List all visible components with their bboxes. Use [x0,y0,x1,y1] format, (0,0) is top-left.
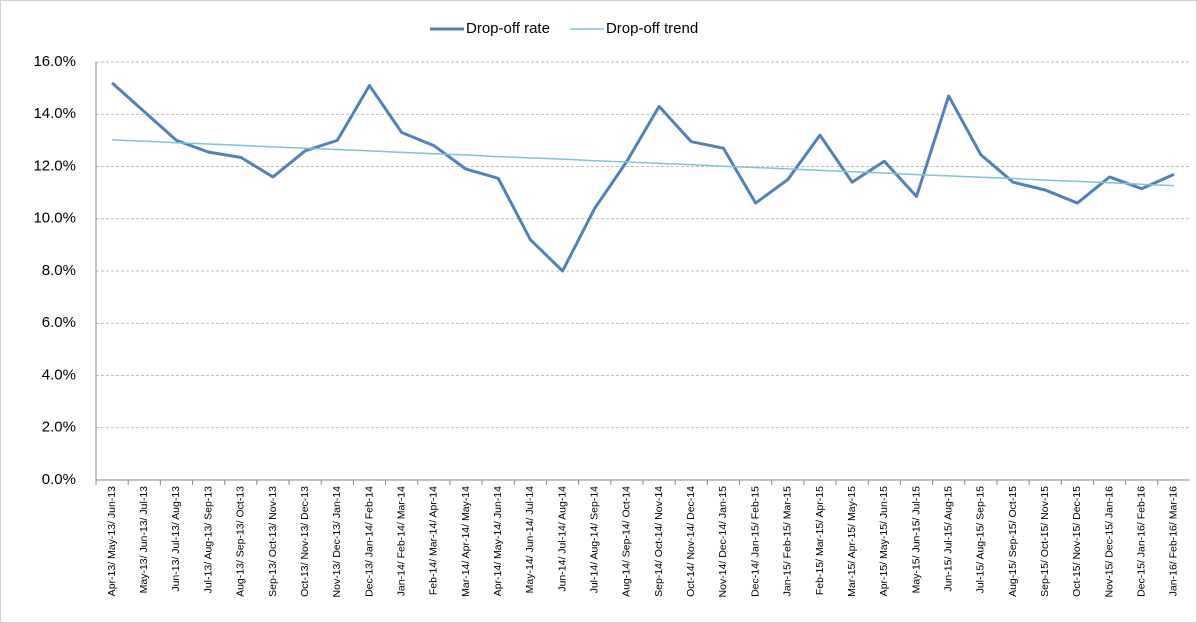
y-tick-label: 12.0% [33,157,76,174]
x-tick-label: Jan-14/ Feb-14/ Mar-14 [395,486,407,596]
y-tick-label: 16.0% [33,53,76,70]
x-tick-label: Dec-14/ Jan-15/ Feb-15 [749,486,761,597]
x-tick-label: May-13/ Jun-13/ Jul-13 [138,486,150,594]
x-tick-label: Feb-15/ Mar-15/ Apr-15 [814,486,826,595]
x-tick-label: Dec-15/ Jan-16/ Feb-16 [1136,486,1148,597]
legend: Drop-off rate Drop-off trend [430,20,698,37]
x-tick-label: Sep-15/ Oct-15/ Nov-15 [1039,486,1051,597]
series-line [112,139,1174,187]
x-tick-label: Dec-13/ Jan-14/ Feb-14 [363,486,375,597]
x-tick-label: Aug-15/ Sep-15/ Oct-15 [1007,486,1019,597]
x-tick-label: Aug-14/ Sep-14/ Oct-14 [621,486,633,597]
x-tick-label: Jan-16/ Feb-16/ Mar-16 [1168,486,1180,596]
x-tick-label: Nov-14/ Dec-14/ Jan-15 [717,486,729,598]
x-tick-label: Jul-13/ Aug-13/ Sep-13 [202,486,214,594]
y-tick-label: 10.0% [33,210,76,227]
y-tick-label: 0.0% [42,471,76,488]
x-tick-label: Nov-15/ Dec-15/ Jan-16 [1103,486,1115,598]
x-tick-label: Feb-14/ Mar-14/ Apr-14 [428,486,440,595]
x-tick-label: Aug-13/ Sep-13/ Oct-13 [235,486,247,597]
y-tick-label: 8.0% [42,262,76,279]
x-tick-label: Jun-13/ Jul-13/ Aug-13 [170,486,182,592]
x-tick-label: Oct-15/ Nov-15/ Dec-15 [1071,486,1083,597]
x-tick-label: Sep-14/ Oct-14/ Nov-14 [653,486,665,597]
x-tick-label: Mar-14/ Apr-14/ May-14 [460,486,472,597]
y-tick-label: 2.0% [42,419,76,436]
x-tick-label: Jun-15/ Jul-15/ Aug-15 [942,486,954,592]
x-tick-label: May-15/ Jun-15/ Jul-15 [910,486,922,594]
x-tick-label: Apr-15/ May-15/ Jun-15 [878,486,890,596]
x-tick-label: Jan-15/ Feb-15/ Mar-15 [782,486,794,596]
y-tick-label: 14.0% [33,105,76,122]
x-tick-label: Mar-15/ Apr-15/ May-15 [846,486,858,597]
x-tick-label: Apr-14/ May-14/ Jun-14 [492,486,504,596]
x-tick-label: Oct-13/ Nov-13/ Dec-13 [299,486,311,597]
x-tick-label: Jul-14/ Aug-14/ Sep-14 [589,486,601,594]
y-tick-label: 6.0% [42,314,76,331]
x-tick-label: Jul-15/ Aug-15/ Sep-15 [975,486,987,594]
series-line [111,81,1175,273]
x-tick-label: Nov-13/ Dec-13/ Jan-14 [331,486,343,598]
x-tick-label: May-14/ Jun-14/ Jul-14 [524,486,536,594]
legend-label: Drop-off trend [606,20,698,37]
x-tick-label: Oct-14/ Nov-14/ Dec-14 [685,486,697,597]
x-tick-label: Jun-14/ Jul-14/ Aug-14 [556,486,568,592]
x-tick-label: Sep-13/ Oct-13/ Nov-13 [267,486,279,597]
legend-label: Drop-off rate [466,20,550,37]
y-tick-label: 4.0% [42,366,76,383]
x-tick-label: Apr-13/ May-13/ Jun-13 [106,486,118,596]
